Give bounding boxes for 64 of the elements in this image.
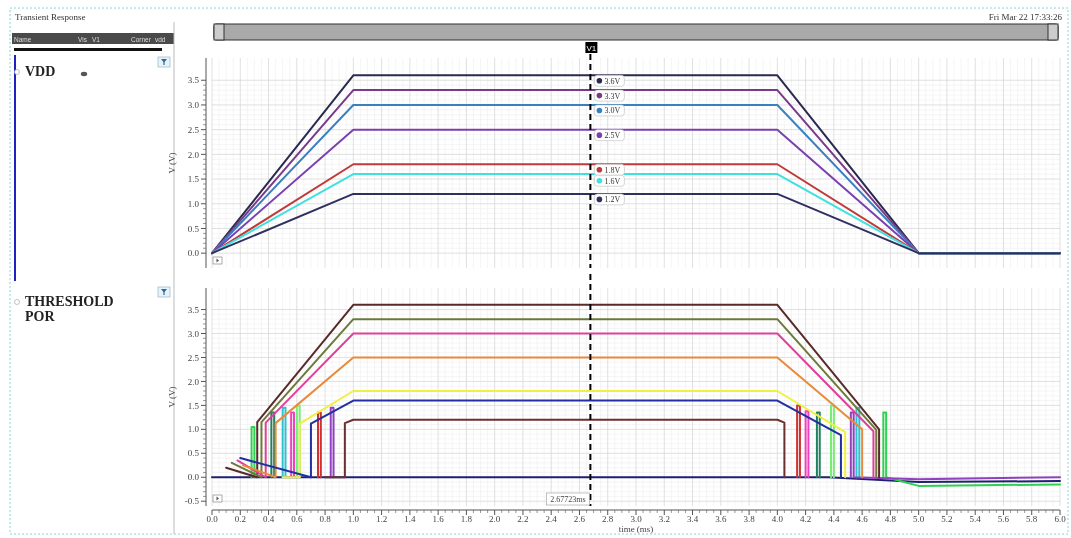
text: Fri Mar 22 17:33:26 bbox=[988, 12, 1063, 22]
ref-line-label: V1 bbox=[586, 44, 597, 53]
series-label: 1.6V bbox=[604, 176, 621, 186]
text: Transient Response bbox=[15, 12, 86, 22]
x-tick-label: 2.2 bbox=[517, 514, 529, 524]
y-tick-label: 3.5 bbox=[187, 75, 200, 86]
series-label: 3.6V bbox=[604, 76, 621, 86]
x-tick-label: 1.4 bbox=[404, 514, 416, 524]
y-tick-label: 2.5 bbox=[187, 124, 200, 135]
text: THRESHOLD POR bbox=[25, 294, 114, 324]
x-tick-label: 4.8 bbox=[884, 514, 897, 524]
x-tick-label: 3.8 bbox=[743, 514, 756, 524]
x-tick-label: 2.4 bbox=[545, 514, 558, 524]
x-axis-title: time (ms) bbox=[618, 524, 654, 534]
x-tick-label: 5.8 bbox=[1026, 514, 1038, 524]
y-tick-label: 2.5 bbox=[187, 352, 200, 363]
x-tick-label: 1.8 bbox=[460, 514, 473, 524]
x-tick-label: 2.8 bbox=[602, 514, 614, 524]
y-tick-label: 2.0 bbox=[187, 149, 200, 160]
y-tick-label: 1.5 bbox=[187, 174, 200, 185]
x-tick-label: 5.0 bbox=[913, 514, 925, 524]
y-tick-label: 0.0 bbox=[187, 248, 200, 259]
x-tick-label: 5.4 bbox=[969, 514, 982, 524]
y-tick-label: 0.0 bbox=[187, 472, 200, 483]
x-tick-label: 0.8 bbox=[319, 514, 332, 524]
x-tick-label: 5.2 bbox=[941, 514, 953, 524]
y-tick-label: 0.5 bbox=[187, 223, 200, 234]
x-tick-label: 4.0 bbox=[771, 514, 784, 524]
x-tick-label: 4.2 bbox=[799, 514, 812, 524]
x-tick-label: 0.0 bbox=[206, 514, 219, 524]
y-tick-label: -0.5 bbox=[184, 496, 200, 507]
y-tick-label: 1.5 bbox=[187, 400, 200, 411]
y-tick-label: 3.0 bbox=[187, 100, 200, 111]
y-axis-title: V (V) bbox=[167, 386, 177, 408]
x-tick-label: 1.0 bbox=[347, 514, 360, 524]
y-tick-label: 1.0 bbox=[187, 424, 200, 435]
series-label: 3.0V bbox=[604, 106, 621, 116]
x-tick-label: 2.0 bbox=[489, 514, 501, 524]
x-tick-label: 4.4 bbox=[828, 514, 840, 524]
x-tick-label: 0.4 bbox=[262, 514, 275, 524]
y-tick-label: 1.0 bbox=[187, 198, 200, 209]
x-tick-label: 3.4 bbox=[686, 514, 699, 524]
x-tick-label: 5.6 bbox=[997, 514, 1010, 524]
x-tick-label: 4.6 bbox=[856, 514, 869, 524]
series-label: 3.3V bbox=[604, 91, 621, 101]
ref-line-label: 2.67723ms bbox=[550, 495, 586, 504]
x-tick-label: 0.6 bbox=[291, 514, 303, 524]
x-tick-label: 6.0 bbox=[1054, 514, 1067, 524]
series-label: 2.5V bbox=[604, 131, 621, 141]
y-tick-label: 3.0 bbox=[187, 328, 200, 339]
y-tick-label: 0.5 bbox=[187, 448, 200, 459]
text: VDD bbox=[25, 64, 56, 79]
x-tick-label: 3.2 bbox=[658, 514, 670, 524]
series-label: 1.8V bbox=[604, 165, 621, 175]
series-label: 1.2V bbox=[604, 195, 621, 205]
x-tick-label: 0.2 bbox=[234, 514, 246, 524]
x-tick-label: 1.6 bbox=[432, 514, 445, 524]
y-axis-title: V (V) bbox=[167, 152, 177, 174]
x-tick-label: 3.0 bbox=[630, 514, 643, 524]
x-tick-label: 2.6 bbox=[573, 514, 586, 524]
y-tick-label: 2.0 bbox=[187, 376, 200, 387]
x-tick-label: 3.6 bbox=[715, 514, 727, 524]
x-tick-label: 1.2 bbox=[375, 514, 388, 524]
y-tick-label: 3.5 bbox=[187, 304, 200, 315]
